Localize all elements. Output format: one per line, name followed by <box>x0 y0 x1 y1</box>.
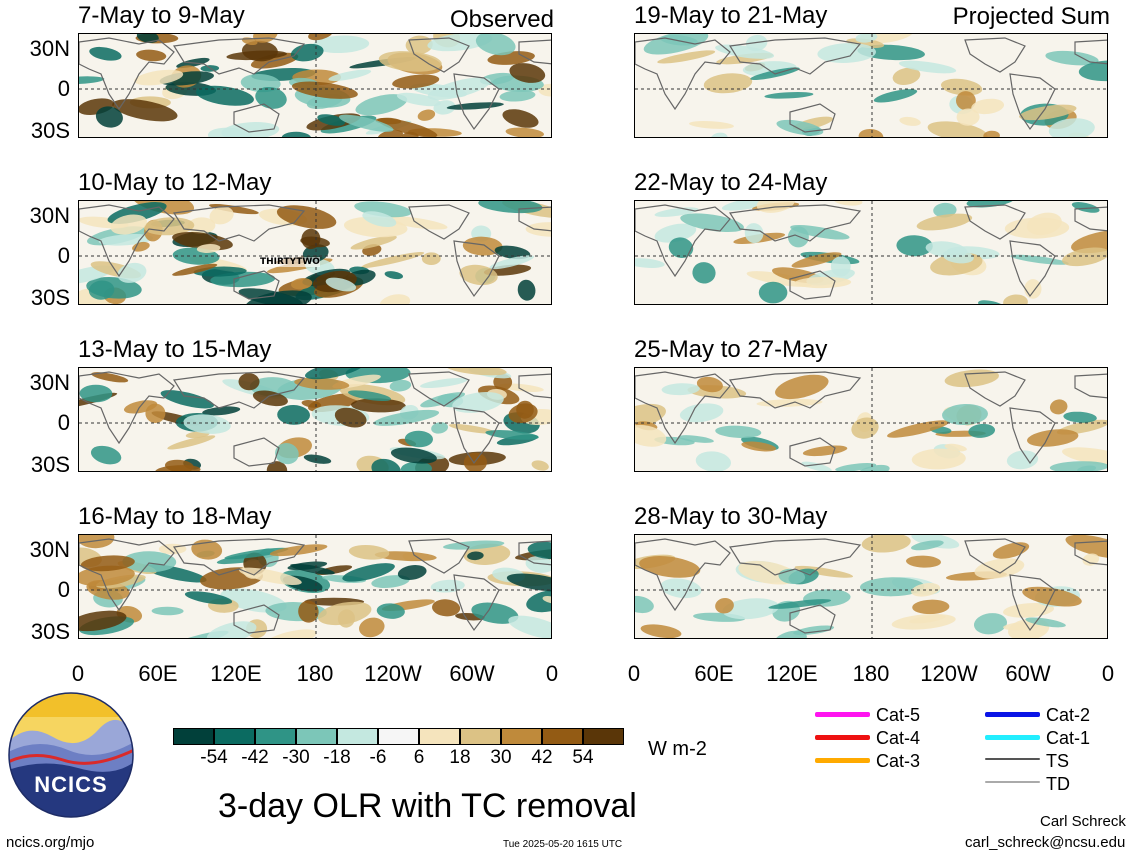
lat-label-0: 0 <box>57 410 70 435</box>
panel-title-observed-4: 16-May to 18-May <box>78 503 272 530</box>
lat-label-30s: 30S <box>30 285 70 310</box>
map-panel-projected-2 <box>634 200 1108 305</box>
colorbar-swatch <box>460 728 501 745</box>
lon-label: 120E <box>766 661 818 686</box>
footer-timestamp: Tue 2025-05-20 1615 UTC <box>503 839 623 850</box>
panel-title-projected-1: 19-May to 21-May <box>634 2 828 29</box>
lon-label: 0 <box>1101 661 1115 686</box>
lat-label-0: 0 <box>57 577 70 602</box>
colorbar-tick-label: -42 <box>241 747 269 768</box>
legend-line-cat-4 <box>815 735 870 740</box>
colorbar-tick-label: 30 <box>490 747 512 768</box>
panel-title-projected-4: 28-May to 30-May <box>634 503 828 530</box>
storm-label: THIRTYTWO <box>260 257 320 267</box>
map-panel-observed-2 <box>78 200 552 305</box>
legend-label-cat-5: Cat-5 <box>876 705 921 725</box>
lon-label: 60W <box>449 661 495 686</box>
legend-label-cat-1: Cat-1 <box>1046 728 1091 748</box>
lon-label: 180 <box>852 661 890 686</box>
lat-label-30n: 30N <box>29 537 70 562</box>
colorbar-tick-label: -18 <box>323 747 351 768</box>
lon-label: 60W <box>1005 661 1051 686</box>
observed-header: Observed <box>449 6 554 33</box>
map-panel-observed-1 <box>78 33 552 138</box>
colorbar-tick-label: -6 <box>369 747 387 768</box>
map-panel-projected-1 <box>634 33 1108 138</box>
lon-label: 0 <box>71 661 85 686</box>
colorbar-swatch <box>173 728 214 745</box>
colorbar-swatch <box>501 728 542 745</box>
colorbar-swatch <box>337 728 378 745</box>
legend-label-td: TD <box>1046 774 1070 794</box>
lon-label: 120W <box>364 661 422 686</box>
colorbar-tick-label: 6 <box>413 747 425 768</box>
colorbar-unit: W m-2 <box>648 738 707 760</box>
legend-label-cat-3: Cat-3 <box>876 751 921 771</box>
lat-label-30n: 30N <box>29 36 70 61</box>
legend-label-cat-2: Cat-2 <box>1046 705 1091 725</box>
map-panel-observed-3 <box>78 367 552 472</box>
colorbar-swatch <box>214 728 255 745</box>
lat-label-30n: 30N <box>29 370 70 395</box>
lat-label-30s: 30S <box>30 619 70 644</box>
lon-label: 60E <box>138 661 178 686</box>
colorbar-swatch <box>296 728 337 745</box>
lat-label-30s: 30S <box>30 452 70 477</box>
map-panel-projected-4 <box>634 534 1108 639</box>
legend-label-cat-4: Cat-4 <box>876 728 921 748</box>
panel-title-observed-2: 10-May to 12-May <box>78 169 272 196</box>
lat-label-30n: 30N <box>29 203 70 228</box>
lon-label: 60E <box>694 661 734 686</box>
colorbar-tick-label: 42 <box>531 747 553 768</box>
lon-label: 120E <box>210 661 262 686</box>
colorbar-tick-label: 54 <box>572 747 594 768</box>
colorbar-swatch <box>419 728 460 745</box>
lon-label: 0 <box>545 661 559 686</box>
legend-line-cat-5 <box>815 712 870 717</box>
legend-line-ts <box>985 758 1040 760</box>
footer-email: carl_schreck@ncsu.edu <box>965 834 1126 851</box>
colorbar-swatch <box>583 728 624 745</box>
footer-author: Carl Schreck <box>1040 813 1126 830</box>
panel-title-projected-3: 25-May to 27-May <box>634 336 828 363</box>
map-panel-projected-3 <box>634 367 1108 472</box>
lon-label: 120W <box>920 661 978 686</box>
colorbar-swatch <box>255 728 296 745</box>
colorbar-tick-label: -54 <box>200 747 228 768</box>
colorbar-tick-label: 18 <box>449 747 471 768</box>
legend-line-td <box>985 781 1040 783</box>
projected-sum-header: Projected Sum <box>952 3 1110 30</box>
main-title: 3-day OLR with TC removal <box>218 787 637 825</box>
lon-label: 0 <box>627 661 641 686</box>
panel-title-observed-1: 7-May to 9-May <box>78 2 245 29</box>
logo-text: NCICS <box>34 772 108 797</box>
lon-label: 180 <box>296 661 334 686</box>
colorbar-swatch <box>542 728 583 745</box>
map-panel-observed-4 <box>78 534 552 639</box>
lat-label-0: 0 <box>57 76 70 101</box>
panel-title-projected-2: 22-May to 24-May <box>634 169 828 196</box>
legend-line-cat-3 <box>815 758 870 763</box>
legend-line-cat-2 <box>985 712 1040 717</box>
colorbar-tick-label: -30 <box>282 747 310 768</box>
lat-label-30s: 30S <box>30 118 70 143</box>
panel-title-observed-3: 13-May to 15-May <box>78 336 272 363</box>
ncics-logo: NCICS <box>8 692 134 818</box>
lat-label-0: 0 <box>57 243 70 268</box>
legend-label-ts: TS <box>1046 751 1070 771</box>
colorbar-swatch <box>378 728 419 745</box>
legend-line-cat-1 <box>985 735 1040 740</box>
footer-url: ncics.org/mjo <box>6 834 95 851</box>
